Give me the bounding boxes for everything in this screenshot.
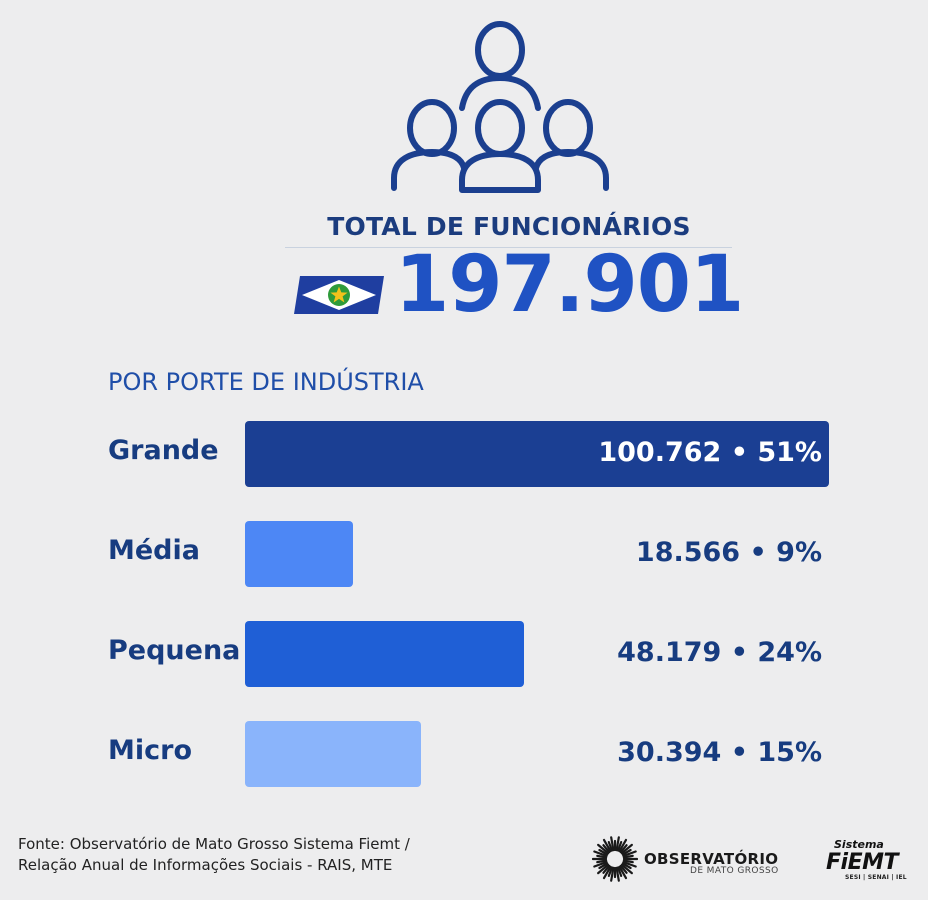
sunburst-ray (607, 866, 614, 878)
observatorio-logo-name: OBSERVATÓRIO (644, 850, 779, 868)
sunburst-ray (621, 848, 632, 856)
bar-value-label: 100.762 • 51% (598, 437, 822, 468)
sunburst-ray (598, 848, 609, 856)
chart-title: POR PORTE DE INDÚSTRIA (108, 368, 424, 396)
mato-grosso-flag-icon (294, 276, 384, 314)
sunburst-ray (596, 854, 608, 859)
fiemt-logo-top: Sistema (834, 838, 884, 851)
sunburst-ray (593, 860, 608, 868)
fiemt-logo-subtitle: SESI | SENAI | IEL (845, 874, 907, 881)
bar-media (245, 521, 353, 587)
sunburst-ray (610, 866, 615, 882)
total-employees-value: 197.901 (395, 240, 744, 330)
sunburst-ray (622, 859, 634, 864)
sunburst-ray (615, 866, 620, 882)
sunburst-ray (610, 836, 615, 852)
sunburst-ray (616, 866, 623, 878)
category-label: Grande (108, 435, 219, 466)
sunburst-ray (622, 860, 637, 868)
sunburst-ray (602, 844, 611, 854)
source-line-2: Relação Anual de Informações Sociais - R… (18, 856, 393, 874)
sunburst-ray (598, 862, 609, 870)
sunburst-ray (593, 850, 608, 858)
sunburst-ray (602, 838, 612, 853)
sunburst-ray (618, 838, 628, 853)
source-note: Fonte: Observatório de Mato Grosso Siste… (18, 834, 410, 876)
bar-value-label: 48.179 • 24% (617, 637, 822, 668)
bar-value-label: 30.394 • 15% (617, 737, 822, 768)
sunburst-ray (602, 864, 611, 874)
bar-grande (245, 421, 829, 487)
bar-value-label: 18.566 • 9% (635, 537, 822, 568)
sunburst-ray (616, 840, 623, 852)
people-group-icon (391, 21, 609, 193)
sunburst-ray (619, 864, 628, 874)
sunburst-ray (620, 863, 633, 875)
bar-pequena (245, 621, 524, 687)
observatorio-logo-icon (592, 836, 638, 882)
sunburst-ray (615, 836, 620, 852)
category-label: Média (108, 535, 200, 566)
sunburst-ray (596, 859, 608, 864)
sunburst-ray (597, 863, 610, 875)
sunburst-ray (618, 865, 628, 880)
source-line-1: Fonte: Observatório de Mato Grosso Siste… (18, 835, 410, 853)
sunburst-ray (620, 843, 633, 855)
observatorio-logo-subtitle: DE MATO GROSSO (690, 866, 779, 876)
category-label: Micro (108, 735, 192, 766)
sunburst-ray (622, 850, 637, 858)
bar-micro (245, 721, 421, 787)
sunburst-ray (602, 865, 612, 880)
sunburst-ray (597, 843, 610, 855)
title-divider (285, 247, 732, 248)
fiemt-logo-name: FiEMT (826, 850, 899, 875)
sunburst-ray (622, 854, 634, 859)
total-title: TOTAL DE FUNCIONÁRIOS (327, 212, 691, 241)
sunburst-ray (619, 844, 628, 854)
sunburst-ray (607, 840, 614, 852)
category-label: Pequena (108, 635, 241, 666)
sunburst-ray (621, 862, 632, 870)
